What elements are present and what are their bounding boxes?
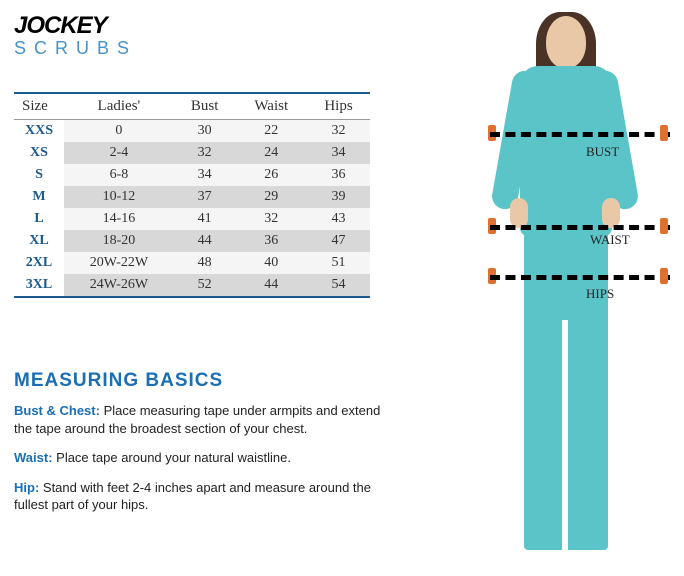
table-row: XXS0302232	[14, 120, 370, 143]
col-ladies: Ladies'	[64, 93, 174, 120]
table-row: XL18-20443647	[14, 230, 370, 252]
measuring-title: MEASURING BASICS	[14, 370, 394, 392]
table-cell: 40	[235, 252, 307, 274]
table-row: XS2-4322434	[14, 142, 370, 164]
size-chart-table: Size Ladies' Bust Waist Hips XXS0302232X…	[14, 92, 370, 298]
table-header-row: Size Ladies' Bust Waist Hips	[14, 93, 370, 120]
brand-name: JOCKEY	[14, 12, 137, 40]
table-cell: 47	[307, 230, 370, 252]
waist-line	[490, 225, 670, 230]
table-cell: 32	[174, 142, 236, 164]
table-cell: 29	[235, 186, 307, 208]
table-row: M10-12372939	[14, 186, 370, 208]
table-row: 2XL20W-22W484051	[14, 252, 370, 274]
waist-marker	[660, 218, 668, 234]
col-bust: Bust	[174, 93, 236, 120]
table-cell: 34	[174, 164, 236, 186]
table-cell: M	[14, 186, 64, 208]
bust-label: BUST	[586, 144, 619, 160]
model-silhouette	[470, 10, 660, 570]
table-cell: 20W-22W	[64, 252, 174, 274]
table-cell: 51	[307, 252, 370, 274]
table-cell: 26	[235, 164, 307, 186]
table-cell: 24W-26W	[64, 274, 174, 297]
table-cell: 24	[235, 142, 307, 164]
table-cell: 41	[174, 208, 236, 230]
measure-label: Waist:	[14, 450, 53, 465]
table-cell: 43	[307, 208, 370, 230]
table-cell: 6-8	[64, 164, 174, 186]
brand-logo: JOCKEY SCRUBS	[14, 12, 137, 59]
table-row: L14-16413243	[14, 208, 370, 230]
measure-text: Stand with feet 2-4 inches apart and mea…	[14, 480, 371, 513]
waist-label: WAIST	[590, 232, 630, 248]
table-cell: 32	[307, 120, 370, 143]
table-cell: 44	[174, 230, 236, 252]
table-cell: 0	[64, 120, 174, 143]
table-cell: 37	[174, 186, 236, 208]
measuring-basics: MEASURING BASICS Bust & Chest: Place mea…	[14, 370, 394, 526]
measure-item: Hip: Stand with feet 2-4 inches apart an…	[14, 479, 394, 514]
table-cell: 30	[174, 120, 236, 143]
table-cell: 44	[235, 274, 307, 297]
table-cell: XS	[14, 142, 64, 164]
brand-subline: SCRUBS	[14, 38, 137, 59]
table-cell: 22	[235, 120, 307, 143]
table-row: S6-8342636	[14, 164, 370, 186]
bust-marker	[660, 125, 668, 141]
table-cell: 34	[307, 142, 370, 164]
table-cell: XL	[14, 230, 64, 252]
hips-label: HIPS	[586, 286, 614, 302]
measure-text: Place tape around your natural waistline…	[53, 450, 291, 465]
hips-line	[490, 275, 670, 280]
table-cell: 54	[307, 274, 370, 297]
hips-marker	[660, 268, 668, 284]
table-cell: 52	[174, 274, 236, 297]
col-size: Size	[14, 93, 64, 120]
bust-line	[490, 132, 670, 137]
col-waist: Waist	[235, 93, 307, 120]
table-cell: 3XL	[14, 274, 64, 297]
table-cell: XXS	[14, 120, 64, 143]
model-figure: BUST WAIST HIPS	[470, 10, 660, 570]
table-cell: 48	[174, 252, 236, 274]
table-row: 3XL24W-26W524454	[14, 274, 370, 297]
table-cell: 2-4	[64, 142, 174, 164]
measure-item: Bust & Chest: Place measuring tape under…	[14, 402, 394, 437]
table-cell: 14-16	[64, 208, 174, 230]
table-cell: L	[14, 208, 64, 230]
table-cell: 18-20	[64, 230, 174, 252]
table-cell: 2XL	[14, 252, 64, 274]
table-cell: 39	[307, 186, 370, 208]
measure-item: Waist: Place tape around your natural wa…	[14, 449, 394, 467]
col-hips: Hips	[307, 93, 370, 120]
table-cell: 32	[235, 208, 307, 230]
table-cell: S	[14, 164, 64, 186]
measure-label: Hip:	[14, 480, 39, 495]
table-cell: 36	[307, 164, 370, 186]
table-cell: 10-12	[64, 186, 174, 208]
table-cell: 36	[235, 230, 307, 252]
measure-label: Bust & Chest:	[14, 403, 100, 418]
